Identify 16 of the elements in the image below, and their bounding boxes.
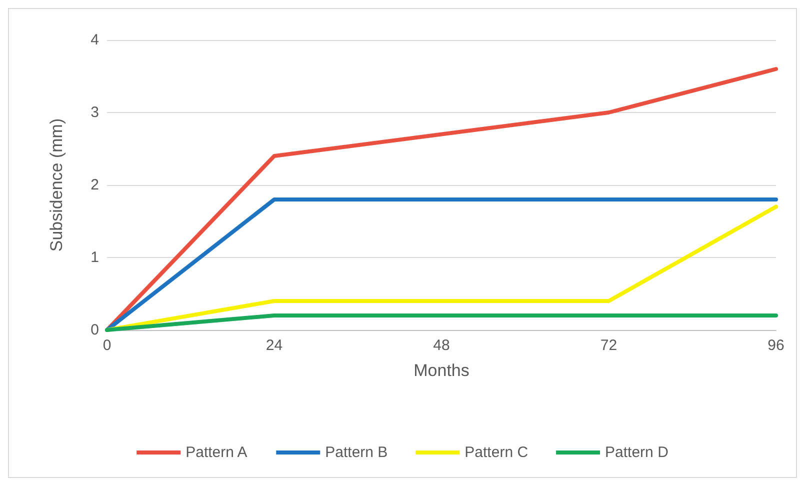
y-tick-label: 4 bbox=[90, 32, 99, 48]
y-tick-label: 3 bbox=[90, 104, 99, 121]
x-tick-label: 0 bbox=[102, 337, 112, 354]
x-tick-label: 72 bbox=[600, 337, 618, 354]
x-axis-title: Months bbox=[414, 361, 470, 380]
y-tick-label: 1 bbox=[90, 249, 99, 266]
x-tick-label: 24 bbox=[266, 337, 283, 354]
x-tick-label: 48 bbox=[433, 337, 450, 354]
y-tick-label: 0 bbox=[90, 322, 99, 338]
legend-label: Pattern B bbox=[325, 444, 388, 461]
legend-label: Pattern D bbox=[605, 444, 669, 461]
y-axis-title: Subsidence (mm) bbox=[47, 118, 66, 252]
legend-label: Pattern A bbox=[186, 444, 248, 461]
legend-label: Pattern C bbox=[464, 444, 528, 461]
y-tick-label: 2 bbox=[90, 176, 99, 194]
x-tick-label: 96 bbox=[768, 337, 784, 354]
